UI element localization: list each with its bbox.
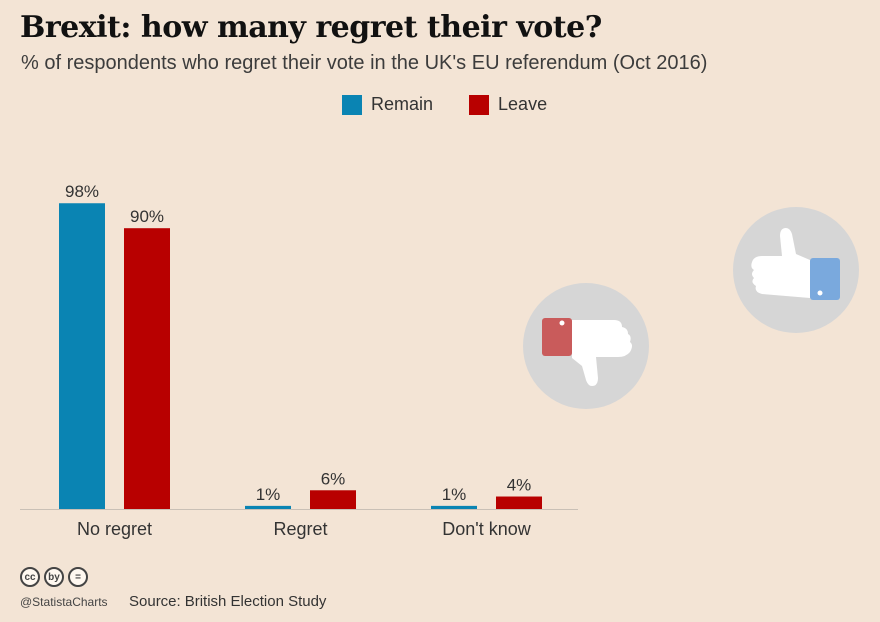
- legend-swatch-remain: [342, 94, 362, 115]
- bar-leave-0: [124, 228, 170, 509]
- data-label-remain-2: 1%: [442, 485, 467, 504]
- attribution-icon: by: [44, 567, 64, 587]
- legend-label-leave: Leave: [498, 94, 548, 114]
- category-label-0: No regret: [77, 519, 152, 539]
- legend-item-leave: Leave: [469, 94, 547, 115]
- source-value: British Election Study: [184, 593, 327, 610]
- chart-title: Brexit: how many regret their vote?: [20, 10, 602, 45]
- source-label: Source:: [129, 593, 181, 610]
- data-label-leave-2: 4%: [507, 476, 532, 495]
- category-label-1: Regret: [273, 519, 327, 539]
- data-label-leave-0: 90%: [130, 207, 164, 226]
- data-label-remain-0: 98%: [65, 182, 99, 201]
- data-label-remain-1: 1%: [256, 485, 281, 504]
- thumbs-down-icon: [523, 283, 649, 409]
- legend-swatch-leave: [469, 94, 490, 115]
- thumbs-up-icon: [733, 207, 859, 333]
- legend-label-remain: Remain: [371, 94, 434, 114]
- chart-subtitle: % of respondents who regret their vote i…: [21, 52, 708, 74]
- statista-handle: @StatistaCharts: [20, 595, 108, 609]
- license-icons: cc by =: [20, 567, 88, 587]
- category-label-2: Don't know: [442, 519, 531, 539]
- bar-leave-2: [496, 496, 542, 509]
- creative-commons-icon: cc: [20, 567, 40, 587]
- bar-remain-1: [245, 505, 291, 509]
- legend: Remain Leave: [342, 94, 547, 115]
- data-label-leave-1: 6%: [321, 469, 346, 488]
- bar-remain-2: [431, 505, 477, 509]
- bar-remain-0: [59, 203, 105, 510]
- source-text: Source: British Election Study: [129, 593, 326, 610]
- legend-item-remain: Remain: [342, 94, 433, 115]
- bar-leave-1: [310, 490, 356, 509]
- no-derivatives-icon: =: [68, 567, 88, 587]
